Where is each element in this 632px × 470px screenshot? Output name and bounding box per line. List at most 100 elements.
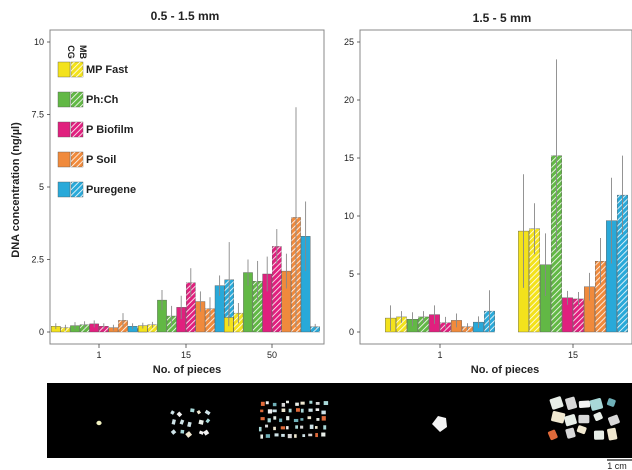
particle <box>281 402 286 407</box>
bar-hatch <box>418 316 429 332</box>
chart-panel-large-particles: 1.5 - 5 mm 0 5 10 15 20 25 1 15 No. of pieces <box>344 11 632 376</box>
particle <box>267 418 271 423</box>
particle <box>302 434 306 438</box>
legend-header-cg: CG <box>66 45 76 59</box>
particle <box>196 409 202 415</box>
particle <box>260 409 264 413</box>
x-tick-label: 1 <box>437 350 442 360</box>
x-axis-title: No. of pieces <box>471 364 539 376</box>
y-tick-label: 10 <box>34 37 44 47</box>
chart-panel-small-particles: 0.5 - 1.5 mm 0 2.5 5 7.5 10 1 15 50 No. of pie… <box>10 9 325 376</box>
legend-swatch-cg <box>57 61 71 78</box>
legend: CG MB MP Fast Ph:Ch P Biofilm P Soil Puregen… <box>57 45 136 198</box>
particle <box>273 426 276 431</box>
y-tick-label: 0 <box>39 327 44 337</box>
particle <box>260 417 265 421</box>
legend-swatch-hatch <box>71 62 83 77</box>
bar-hatch <box>396 316 407 332</box>
particle <box>295 402 299 406</box>
x-tick-label: 1 <box>96 350 101 360</box>
y-tick-label: 5 <box>349 269 354 279</box>
legend-swatch-cg <box>57 91 71 108</box>
bar-hatch <box>617 195 628 332</box>
particle <box>606 398 616 407</box>
x-tick-label: 15 <box>181 350 191 360</box>
plot-frame <box>359 29 632 345</box>
particle <box>265 401 269 405</box>
particle <box>295 408 300 412</box>
bar-hatch <box>147 324 157 332</box>
particle <box>549 396 564 410</box>
particle <box>607 427 618 441</box>
particle <box>295 425 299 429</box>
particle <box>307 416 312 420</box>
particle <box>576 425 587 435</box>
particle <box>323 401 329 406</box>
y-tick-label: 5 <box>39 182 44 192</box>
particle <box>321 432 326 437</box>
particle <box>578 400 591 408</box>
particle <box>286 426 289 430</box>
particle <box>309 424 314 429</box>
particle <box>280 426 286 430</box>
particle <box>281 433 285 437</box>
particle <box>170 410 175 415</box>
legend-label: Ph:Ch <box>86 94 119 106</box>
particle <box>205 418 211 424</box>
particle <box>260 401 265 406</box>
particle <box>565 427 576 439</box>
particle <box>281 408 286 413</box>
particle <box>286 416 290 421</box>
particle <box>288 408 292 413</box>
legend-label: P Biofilm <box>86 124 134 136</box>
particle <box>198 419 204 425</box>
particle <box>308 408 313 412</box>
y-axis-title: DNA concentration (ng/µl) <box>10 122 22 258</box>
legend-label: Puregene <box>86 184 136 196</box>
legend-swatch-cg <box>57 181 71 198</box>
bar-hatch <box>573 298 584 332</box>
particle <box>96 420 102 426</box>
legend-swatch-cg <box>57 121 71 138</box>
particle <box>309 400 313 404</box>
legend-label: P Soil <box>86 154 116 166</box>
y-tick-label: 0 <box>349 327 354 337</box>
particle <box>286 400 289 404</box>
particle <box>287 433 292 439</box>
particle <box>274 433 279 437</box>
particle <box>203 429 210 436</box>
particle <box>308 433 313 437</box>
y-tick-label: 2.5 <box>31 255 44 265</box>
particle <box>589 398 604 411</box>
particle-photo-strip: 1 cm <box>47 383 632 470</box>
legend-label: MP Fast <box>86 64 128 76</box>
particle <box>260 434 264 439</box>
particle <box>547 429 558 441</box>
bar-hatch <box>272 246 282 332</box>
particle <box>170 429 177 435</box>
particle <box>593 430 605 440</box>
y-tick-label: 10 <box>344 211 354 221</box>
particle <box>185 431 193 438</box>
particle <box>565 396 578 410</box>
panel-title: 1.5 - 5 mm <box>473 11 532 25</box>
particle <box>314 426 318 429</box>
particle <box>204 409 211 416</box>
legend-swatch-cg <box>57 151 71 168</box>
particle <box>300 425 304 429</box>
particle <box>272 402 277 407</box>
particle <box>315 433 318 438</box>
particle <box>315 408 320 411</box>
particle <box>607 414 620 426</box>
particle <box>198 430 204 435</box>
y-tick-label: 15 <box>344 153 354 163</box>
particle <box>432 416 447 432</box>
bar-hatch <box>253 281 263 332</box>
bar-hatch <box>186 282 196 332</box>
particle <box>551 411 566 424</box>
legend-swatch-hatch <box>71 152 83 167</box>
x-tick-label: 15 <box>568 350 578 360</box>
bar-hatch <box>529 228 540 332</box>
particle <box>321 410 326 415</box>
particle <box>315 401 320 405</box>
